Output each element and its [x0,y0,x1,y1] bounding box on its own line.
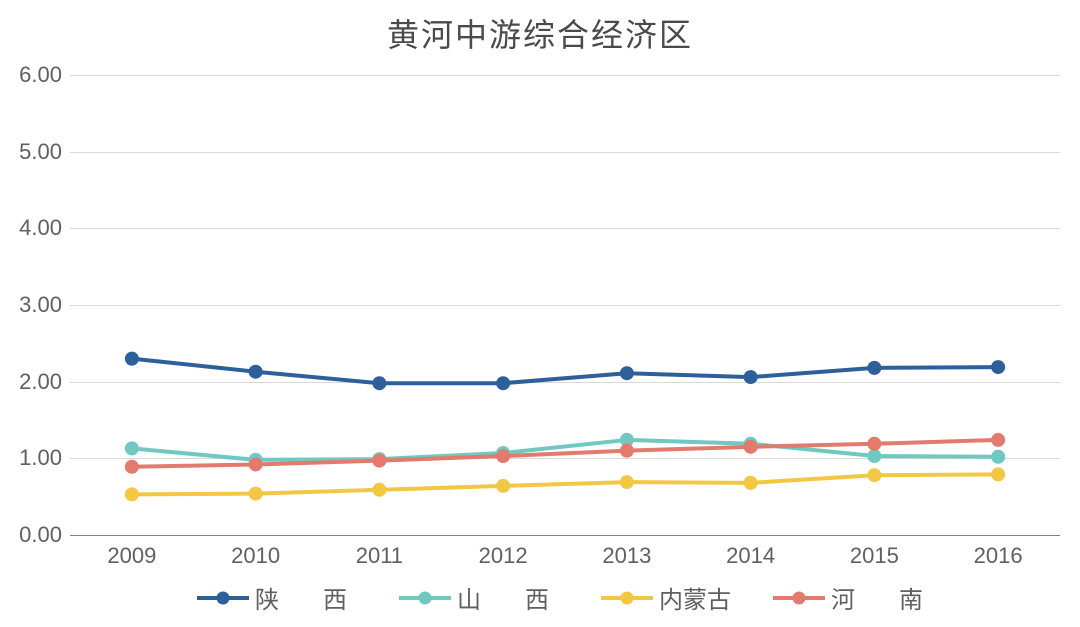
legend: 陕 西 山 西 内蒙古 河 南 [70,580,1060,615]
legend-item-3: 河 南 [773,580,933,615]
series-marker-0 [867,361,881,375]
y-tick-label: 1.00 [19,445,62,471]
y-tick-label: 0.00 [19,522,62,548]
y-tick-label: 3.00 [19,292,62,318]
legend-swatch [601,586,653,610]
x-tick-label: 2010 [231,543,280,569]
x-tick-label: 2012 [479,543,528,569]
series-marker-2 [125,487,139,501]
series-marker-3 [249,457,263,471]
x-tick-label: 2009 [107,543,156,569]
y-tick-label: 2.00 [19,369,62,395]
legend-dot-icon [793,591,806,604]
series-marker-3 [125,460,139,474]
x-tick-label: 2014 [726,543,775,569]
legend-dot-icon [621,591,634,604]
series-marker-1 [867,449,881,463]
series-marker-3 [372,454,386,468]
series-marker-3 [991,433,1005,447]
y-gridline [70,535,1060,536]
series-marker-0 [991,360,1005,374]
x-tick-label: 2015 [850,543,899,569]
series-marker-1 [991,450,1005,464]
series-marker-2 [620,475,634,489]
x-tick-label: 2016 [974,543,1023,569]
series-marker-2 [744,476,758,490]
y-tick-label: 5.00 [19,139,62,165]
legend-swatch [773,586,825,610]
series-marker-2 [867,468,881,482]
chart-title: 黄河中游综合经济区 [0,10,1080,56]
series-marker-3 [744,440,758,454]
legend-item-1: 山 西 [399,580,559,615]
series-marker-3 [867,437,881,451]
y-tick-label: 4.00 [19,215,62,241]
series-marker-0 [372,376,386,390]
legend-label: 山 西 [457,580,559,615]
series-marker-2 [496,479,510,493]
series-marker-1 [125,441,139,455]
chart-svg [70,75,1060,535]
legend-label: 河 南 [831,580,933,615]
series-marker-3 [620,444,634,458]
legend-swatch [197,586,249,610]
legend-dot-icon [217,591,230,604]
series-marker-0 [620,366,634,380]
series-marker-3 [496,449,510,463]
legend-label: 陕 西 [255,580,357,615]
series-marker-2 [991,467,1005,481]
series-marker-0 [744,370,758,384]
plot-area: 0.001.002.003.004.005.006.00200920102011… [70,75,1060,535]
x-tick-label: 2013 [602,543,651,569]
legend-swatch [399,586,451,610]
chart-container: 黄河中游综合经济区 0.001.002.003.004.005.006.0020… [0,0,1080,627]
legend-item-0: 陕 西 [197,580,357,615]
legend-label: 内蒙古 [659,580,731,615]
series-marker-0 [125,352,139,366]
legend-dot-icon [419,591,432,604]
x-tick-label: 2011 [356,543,403,569]
series-marker-2 [372,483,386,497]
series-marker-0 [249,365,263,379]
series-marker-2 [249,487,263,501]
series-marker-0 [496,376,510,390]
legend-item-2: 内蒙古 [601,580,731,615]
y-tick-label: 6.00 [19,62,62,88]
